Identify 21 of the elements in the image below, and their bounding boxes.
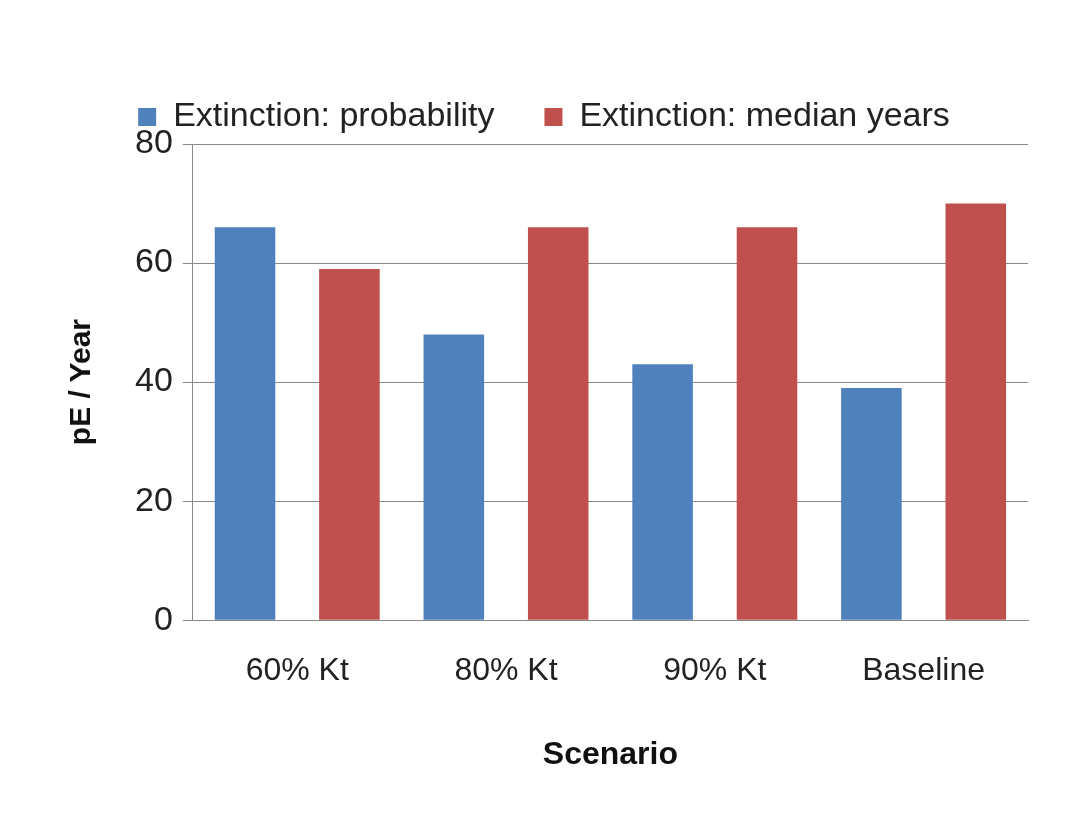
y-tick-label: 0 [153,598,173,637]
bar [945,203,1007,620]
x-tick-label: 80% Kt [454,651,558,688]
y-axis-title: pE / Year [63,318,97,446]
bar [527,227,589,620]
bar [736,227,798,620]
bar [423,334,485,620]
y-tick-label: 40 [134,360,173,399]
y-tick-label: 80 [134,122,173,161]
x-axis-title: Scenario [542,734,678,771]
bar [319,269,380,620]
legend-label: Extinction: median years [579,95,950,134]
bar [632,364,693,620]
y-tick-label: 20 [134,479,173,518]
x-tick-label: 60% Kt [245,651,349,688]
legend-label: Extinction: probability [173,95,495,134]
bar [214,227,276,620]
x-tick-label: Baseline [862,651,985,688]
bar [841,388,902,620]
x-tick-label: 90% Kt [663,651,767,688]
y-tick-label: 60 [134,241,173,280]
